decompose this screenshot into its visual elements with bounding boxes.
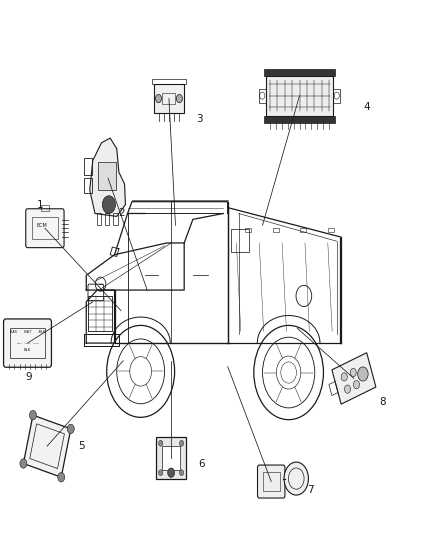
Circle shape [344, 385, 350, 393]
Circle shape [284, 462, 308, 495]
Text: 6: 6 [198, 459, 205, 469]
Text: 7: 7 [307, 486, 314, 495]
Bar [264, 69, 336, 76]
Circle shape [350, 368, 356, 377]
Circle shape [177, 94, 183, 103]
Bar [10, 328, 45, 358]
Text: 9: 9 [25, 372, 32, 382]
Polygon shape [90, 138, 125, 216]
Circle shape [20, 459, 27, 468]
Text: ___  ___  ___: ___ ___ ___ [16, 340, 39, 343]
Bar [97, 214, 101, 225]
Text: BAS   BAT   BLK: BAS BAT BLK [10, 330, 45, 335]
Circle shape [353, 381, 360, 389]
Bar [273, 228, 279, 232]
Bar [333, 88, 340, 103]
Circle shape [58, 473, 65, 482]
Bar [113, 214, 117, 225]
Bar [300, 228, 306, 232]
Circle shape [29, 410, 36, 420]
Text: 3: 3 [196, 114, 203, 124]
Circle shape [67, 424, 74, 433]
Bar [99, 161, 116, 190]
Text: 2: 2 [118, 208, 124, 219]
Bar [156, 438, 186, 479]
Bar [162, 93, 176, 104]
Circle shape [358, 367, 368, 381]
Bar [231, 229, 249, 252]
Bar [259, 88, 266, 103]
Bar [154, 84, 184, 113]
Text: 8: 8 [379, 397, 385, 407]
Text: 1: 1 [37, 200, 44, 209]
Text: 4: 4 [364, 102, 370, 112]
FancyBboxPatch shape [26, 209, 64, 248]
Bar [84, 158, 92, 175]
Bar [162, 446, 180, 470]
Bar [32, 217, 58, 239]
Polygon shape [23, 415, 71, 477]
FancyBboxPatch shape [258, 465, 285, 498]
FancyBboxPatch shape [4, 319, 51, 367]
Text: ECM: ECM [36, 223, 47, 228]
Bar [263, 472, 280, 491]
Circle shape [341, 373, 347, 381]
Bar [41, 205, 49, 211]
Bar [105, 214, 110, 225]
Circle shape [159, 440, 163, 446]
Bar [84, 178, 92, 193]
Bar [264, 116, 336, 123]
Bar [152, 78, 186, 84]
Circle shape [159, 470, 163, 475]
Circle shape [168, 468, 175, 478]
Circle shape [180, 470, 184, 475]
Bar [328, 228, 334, 232]
Circle shape [180, 440, 184, 446]
Bar [88, 296, 113, 332]
Text: BLK: BLK [24, 348, 31, 352]
Polygon shape [332, 353, 376, 404]
Bar [245, 228, 251, 232]
Circle shape [102, 196, 116, 214]
Circle shape [155, 94, 162, 103]
Bar [266, 76, 333, 116]
Text: 5: 5 [78, 441, 85, 451]
